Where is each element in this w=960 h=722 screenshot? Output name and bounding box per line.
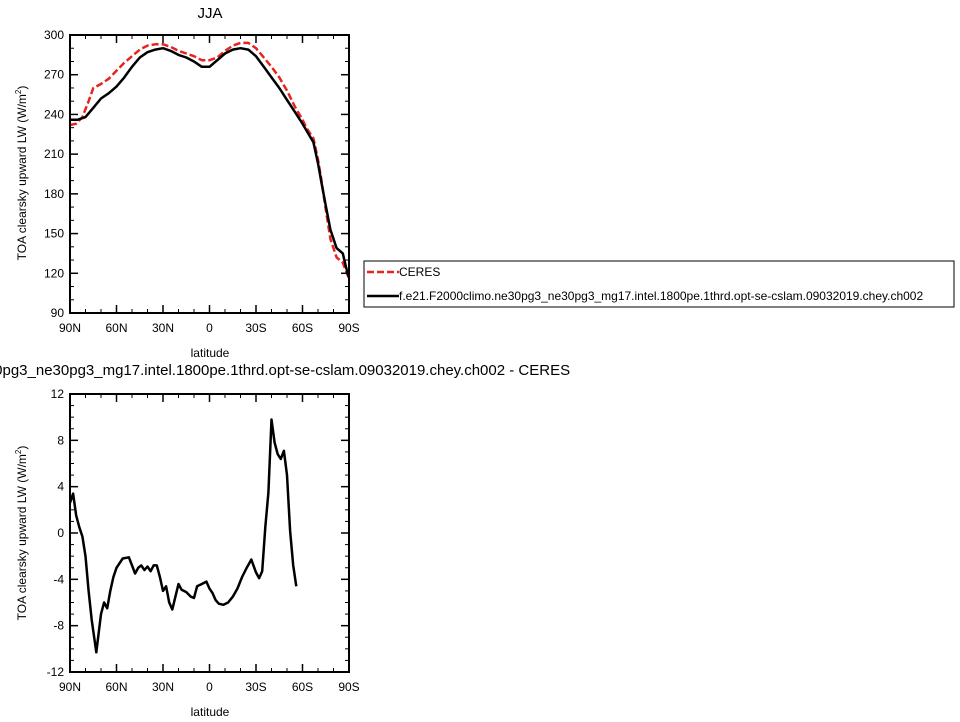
y-axis-label-text: TOA clearsky upward LW (W/m [15,454,29,620]
x-tick-label: 90N [59,321,81,335]
plot-area-top: 90N 60N 30N 0 30S 60S 90S 90 120 150 180 210 240 270 3… [44,28,360,335]
chart-title: f.e21.F2000climo.ne30pg3_ne30pg3_mg17.in… [0,362,570,379]
x-tick-label: 0 [206,321,213,335]
x-axis-label: latitude [191,705,230,719]
legend: CERES f.e21.F2000climo.ne30pg3_ne30pg3_m… [363,260,955,308]
legend-frame [363,260,955,308]
x-tick-label: 60S [292,321,313,335]
y-tick-label: 240 [44,107,64,121]
y-axis-label-close: ) [15,446,29,450]
x-axis-label: latitude [191,346,230,360]
y-axis-label-close: ) [15,86,29,90]
bottom-panel: f.e21.F2000climo.ne30pg3_ne30pg3_mg17.in… [0,362,570,719]
legend-label-ceres: CERES [399,265,440,279]
x-tick-label: 90N [59,680,81,694]
chart-title: JJA [197,5,222,22]
y-axis-label-superscript: 2 [14,89,23,94]
x-tick-label: 0 [206,680,213,694]
y-axis-label-text: TOA clearsky upward LW (W/m [15,94,29,260]
y-tick-label: 210 [44,147,64,161]
y-tick-label: -4 [53,572,64,586]
y-axis-label: TOA clearsky upward LW (W/m2) [14,86,29,261]
y-tick-label: -12 [47,665,65,679]
y-tick-label: 8 [57,433,64,447]
x-tick-label: 60N [105,680,127,694]
y-tick-label: 0 [57,526,64,540]
x-tick-label: 30N [152,321,174,335]
series-line-0 [69,41,351,280]
x-tick-label: 90S [338,321,359,335]
y-tick-label: 270 [44,68,64,82]
top-panel: JJA 90N 60N 30N 0 30S 60S 90S 90 120 150 180 210 240… [14,5,360,360]
plot-frame [69,34,350,314]
x-tick-label: 30N [152,680,174,694]
series-line-0 [68,418,298,654]
y-axis-label: TOA clearsky upward LW (W/m2) [14,446,29,621]
x-tick-label: 60S [292,680,313,694]
series-line-1 [70,46,351,278]
x-tick-label: 60N [105,321,127,335]
y-tick-label: 12 [51,387,65,401]
y-tick-label: 90 [51,306,65,320]
x-tick-label: 30S [245,321,266,335]
y-axis-label-superscript: 2 [14,449,23,454]
legend-label-model: f.e21.F2000climo.ne30pg3_ne30pg3_mg17.in… [399,289,923,303]
y-tick-label: 120 [44,266,64,280]
x-tick-label: 30S [245,680,266,694]
y-tick-label: 150 [44,227,64,241]
plot-area-bottom: 90N 60N 30N 0 30S 60S 90S -12 -8 -4 0 4 8 12 [47,387,360,694]
y-tick-label: -8 [53,619,64,633]
y-tick-label: 180 [44,187,64,201]
plot-frame [69,393,350,673]
y-tick-label: 4 [57,480,64,494]
x-tick-label: 90S [338,680,359,694]
y-tick-label: 300 [44,28,64,42]
